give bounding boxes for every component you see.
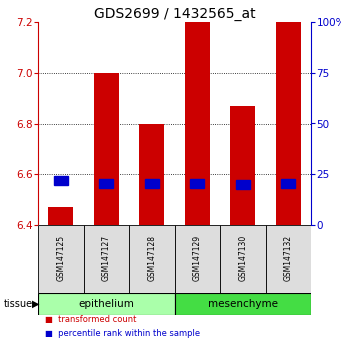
Bar xyxy=(38,225,84,293)
Bar xyxy=(190,179,204,188)
Bar xyxy=(185,22,210,225)
Text: GSM147125: GSM147125 xyxy=(56,235,65,281)
Bar xyxy=(220,225,266,293)
Text: tissue: tissue xyxy=(3,299,32,309)
Bar xyxy=(236,180,250,189)
Text: ■  transformed count: ■ transformed count xyxy=(45,315,136,324)
Bar xyxy=(84,225,129,293)
Text: GSM147127: GSM147127 xyxy=(102,235,111,281)
Bar xyxy=(281,179,295,188)
Text: mesenchyme: mesenchyme xyxy=(208,299,278,309)
Bar xyxy=(175,225,220,293)
Text: GSM147128: GSM147128 xyxy=(147,235,156,281)
Bar xyxy=(94,73,119,225)
Text: epithelium: epithelium xyxy=(78,299,134,309)
Bar xyxy=(139,124,164,225)
Bar xyxy=(129,225,175,293)
Bar xyxy=(266,225,311,293)
Bar xyxy=(230,106,255,225)
Bar xyxy=(99,179,113,188)
Bar xyxy=(145,179,159,188)
Title: GDS2699 / 1432565_at: GDS2699 / 1432565_at xyxy=(94,7,255,21)
Text: ■  percentile rank within the sample: ■ percentile rank within the sample xyxy=(45,329,200,338)
Text: ▶: ▶ xyxy=(32,299,40,309)
Text: GSM147129: GSM147129 xyxy=(193,235,202,281)
Bar xyxy=(175,293,311,315)
Bar xyxy=(38,293,175,315)
Text: GSM147130: GSM147130 xyxy=(238,234,247,281)
Text: GSM147132: GSM147132 xyxy=(284,235,293,281)
Bar xyxy=(48,207,73,225)
Bar xyxy=(276,22,301,225)
Bar xyxy=(54,176,68,185)
